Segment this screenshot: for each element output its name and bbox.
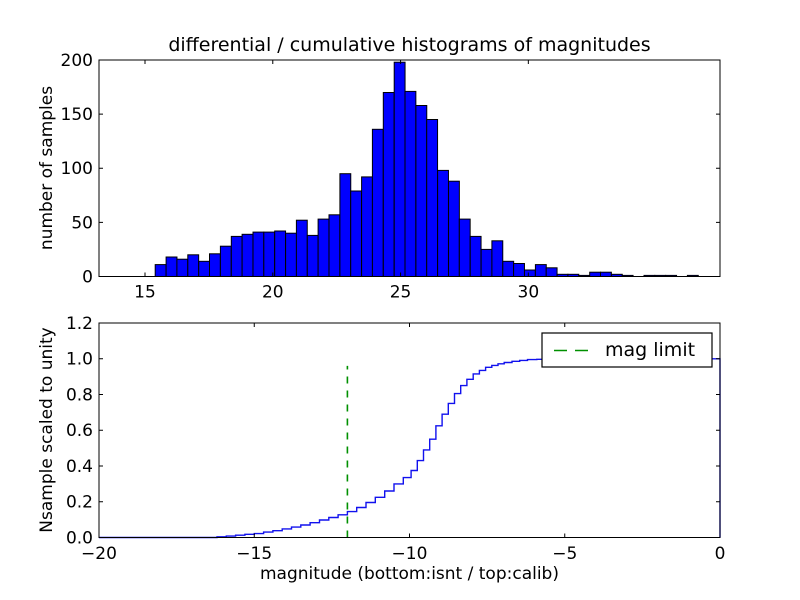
histogram-bar — [524, 269, 536, 277]
histogram-bar — [154, 264, 167, 278]
histogram-bar — [198, 260, 211, 277]
histogram-bar — [382, 92, 395, 277]
histogram-bar — [426, 119, 439, 277]
x-tick-label: 0 — [715, 544, 726, 564]
histogram-bar — [187, 254, 200, 278]
histogram-bar — [339, 173, 352, 277]
histogram-bar — [317, 218, 330, 278]
histogram-bar — [176, 258, 189, 278]
histogram-bar — [306, 234, 319, 277]
histogram-bar — [589, 271, 602, 278]
histogram-bar — [502, 260, 515, 277]
histogram-bar — [350, 190, 363, 277]
histogram-bar — [361, 176, 373, 277]
top-y-axis-label: number of samples — [37, 85, 57, 251]
x-axis-label: magnitude (bottom:isnt / top:calib) — [260, 564, 559, 584]
histogram-bar — [437, 169, 449, 277]
histogram-bar — [165, 256, 178, 277]
histogram-bar — [274, 230, 287, 277]
legend-label: mag limit — [605, 339, 696, 361]
x-tick-label: 25 — [390, 282, 412, 302]
histogram-bar — [491, 240, 504, 278]
histogram-bar — [600, 271, 612, 278]
histogram-bar — [230, 235, 243, 277]
y-tick-label: 0.2 — [66, 493, 93, 513]
histogram-bar — [219, 245, 232, 277]
legend-box — [541, 332, 713, 368]
histogram-bar — [241, 233, 254, 278]
y-tick-label: 1.2 — [66, 314, 93, 334]
histogram-bar — [393, 61, 406, 278]
histogram-bar — [285, 232, 297, 277]
y-tick-label: 200 — [61, 51, 93, 71]
cumulative-step-line — [99, 358, 721, 539]
histogram-bar — [328, 214, 341, 278]
y-tick-label: 50 — [71, 213, 93, 233]
histogram-bar — [404, 90, 417, 278]
plot-title: differential / cumulative histograms of … — [168, 34, 651, 56]
histogram-bar — [295, 219, 308, 277]
x-tick-label: 20 — [262, 282, 284, 302]
histogram-bar — [252, 231, 265, 278]
y-tick-label: 0.4 — [66, 457, 93, 477]
histogram-bar — [209, 253, 221, 278]
histogram-bar — [415, 105, 428, 277]
histogram-bar — [458, 218, 471, 278]
histogram-bar — [263, 231, 276, 278]
y-tick-label: 0.6 — [66, 421, 93, 441]
histogram-bar — [534, 264, 547, 278]
histogram-bar — [469, 235, 482, 277]
x-tick-label: −20 — [81, 544, 117, 564]
x-tick-label: −10 — [392, 544, 428, 564]
histogram-bar — [371, 128, 384, 277]
x-tick-label: 30 — [518, 282, 540, 302]
y-tick-label: 0.8 — [66, 385, 93, 405]
y-tick-label: 0.0 — [66, 528, 93, 548]
histogram-bar — [480, 248, 493, 277]
histogram-bar — [513, 263, 525, 277]
x-tick-label: 15 — [134, 282, 156, 302]
y-tick-label: 100 — [61, 159, 93, 179]
y-tick-label: 1.0 — [66, 350, 93, 370]
bottom-y-axis-label: Nsample scaled to unity — [37, 327, 57, 533]
y-tick-label: 0 — [82, 267, 93, 287]
y-tick-label: 150 — [61, 105, 93, 125]
histogram-bar — [545, 267, 558, 277]
x-tick-label: −15 — [236, 544, 272, 564]
histogram-bar — [448, 180, 460, 277]
x-tick-label: −5 — [552, 544, 577, 564]
